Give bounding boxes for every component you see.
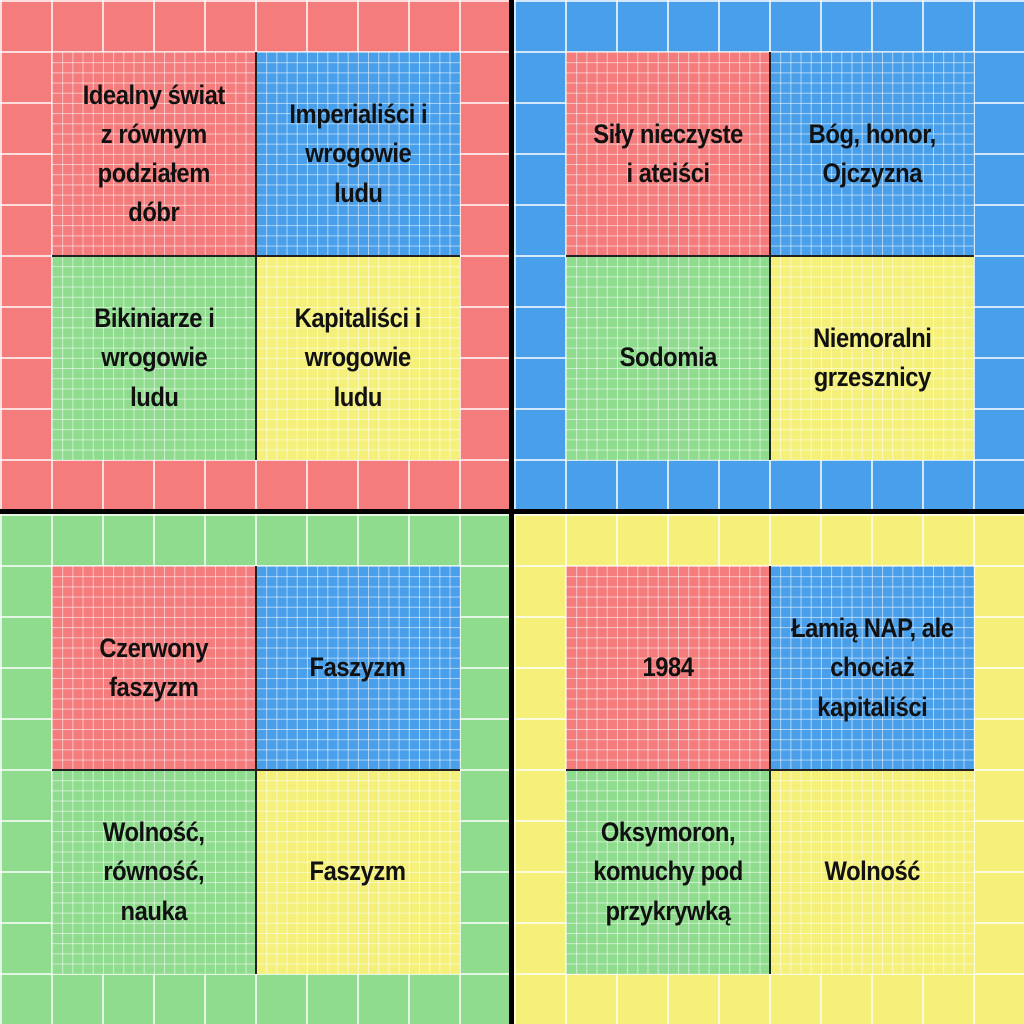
cell-top-left: Siły nieczyste i ateiści — [566, 52, 770, 256]
cell-top-left: Idealny świat z równym podziałem dóbr — [52, 52, 256, 256]
cell-bottom-left: Bikiniarze i wrogowie ludu — [52, 256, 256, 460]
cell-label: Czerwony faszyzm — [99, 632, 209, 702]
horizontal-axis-divider — [0, 509, 1024, 514]
cell-bottom-right: Niemoralni grzesznicy — [770, 256, 974, 460]
cell-top-right: Faszyzm — [256, 566, 460, 770]
cell-label: Wolność, równość, nauka — [103, 817, 205, 926]
cell-label: Kapitaliści i wrogowie ludu — [294, 303, 422, 412]
cell-top-right: Bóg, honor, Ojczyzna — [770, 52, 974, 256]
cell-label: Bóg, honor, Ojczyzna — [808, 118, 936, 188]
quadrant-top-right: Siły nieczyste i ateiści Bóg, honor, Ojc… — [514, 0, 1024, 510]
cell-label: Niemoralni grzesznicy — [812, 322, 932, 392]
cell-label: Wolność — [824, 856, 920, 887]
cell-top-left: 1984 — [566, 566, 770, 770]
cell-bottom-right: Kapitaliści i wrogowie ludu — [256, 256, 460, 460]
cell-bottom-left: Oksymoron, komuchy pod przykrywką — [566, 770, 770, 974]
cell-bottom-right: Faszyzm — [256, 770, 460, 974]
quadrant-top-left: Idealny świat z równym podziałem dóbr Im… — [0, 0, 510, 510]
cell-top-right: Łamią NAP, ale chociaż kapitaliści — [770, 566, 974, 770]
cell-label: Faszyzm — [310, 652, 406, 683]
quadrant-inner-grid: Siły nieczyste i ateiści Bóg, honor, Ojc… — [566, 52, 974, 460]
cell-top-right: Imperialiści i wrogowie ludu — [256, 52, 460, 256]
cell-label: Sodomia — [619, 342, 717, 373]
cell-bottom-left: Sodomia — [566, 256, 770, 460]
cell-label: Bikiniarze i wrogowie ludu — [93, 303, 215, 412]
cell-label: Idealny świat z równym podziałem dóbr — [82, 79, 226, 228]
cell-label: Oksymoron, komuchy pod przykrywką — [593, 817, 743, 926]
cell-label: Faszyzm — [310, 856, 406, 887]
cell-label: 1984 — [642, 652, 694, 683]
quadrant-inner-grid: 1984 Łamią NAP, ale chociaż kapitaliści … — [566, 566, 974, 974]
quadrant-bottom-left: Czerwony faszyzm Faszyzm Wolność, równoś… — [0, 514, 510, 1024]
quadrant-inner-grid: Idealny świat z równym podziałem dóbr Im… — [52, 52, 460, 460]
cell-bottom-left: Wolność, równość, nauka — [52, 770, 256, 974]
cell-top-left: Czerwony faszyzm — [52, 566, 256, 770]
quadrant-inner-grid: Czerwony faszyzm Faszyzm Wolność, równoś… — [52, 566, 460, 974]
cell-label: Siły nieczyste i ateiści — [593, 118, 743, 188]
quadrant-bottom-right: 1984 Łamią NAP, ale chociaż kapitaliści … — [514, 514, 1024, 1024]
cell-label: Łamią NAP, ale chociaż kapitaliści — [790, 613, 954, 722]
cell-label: Imperialiści i wrogowie ludu — [289, 99, 427, 208]
cell-bottom-right: Wolność — [770, 770, 974, 974]
